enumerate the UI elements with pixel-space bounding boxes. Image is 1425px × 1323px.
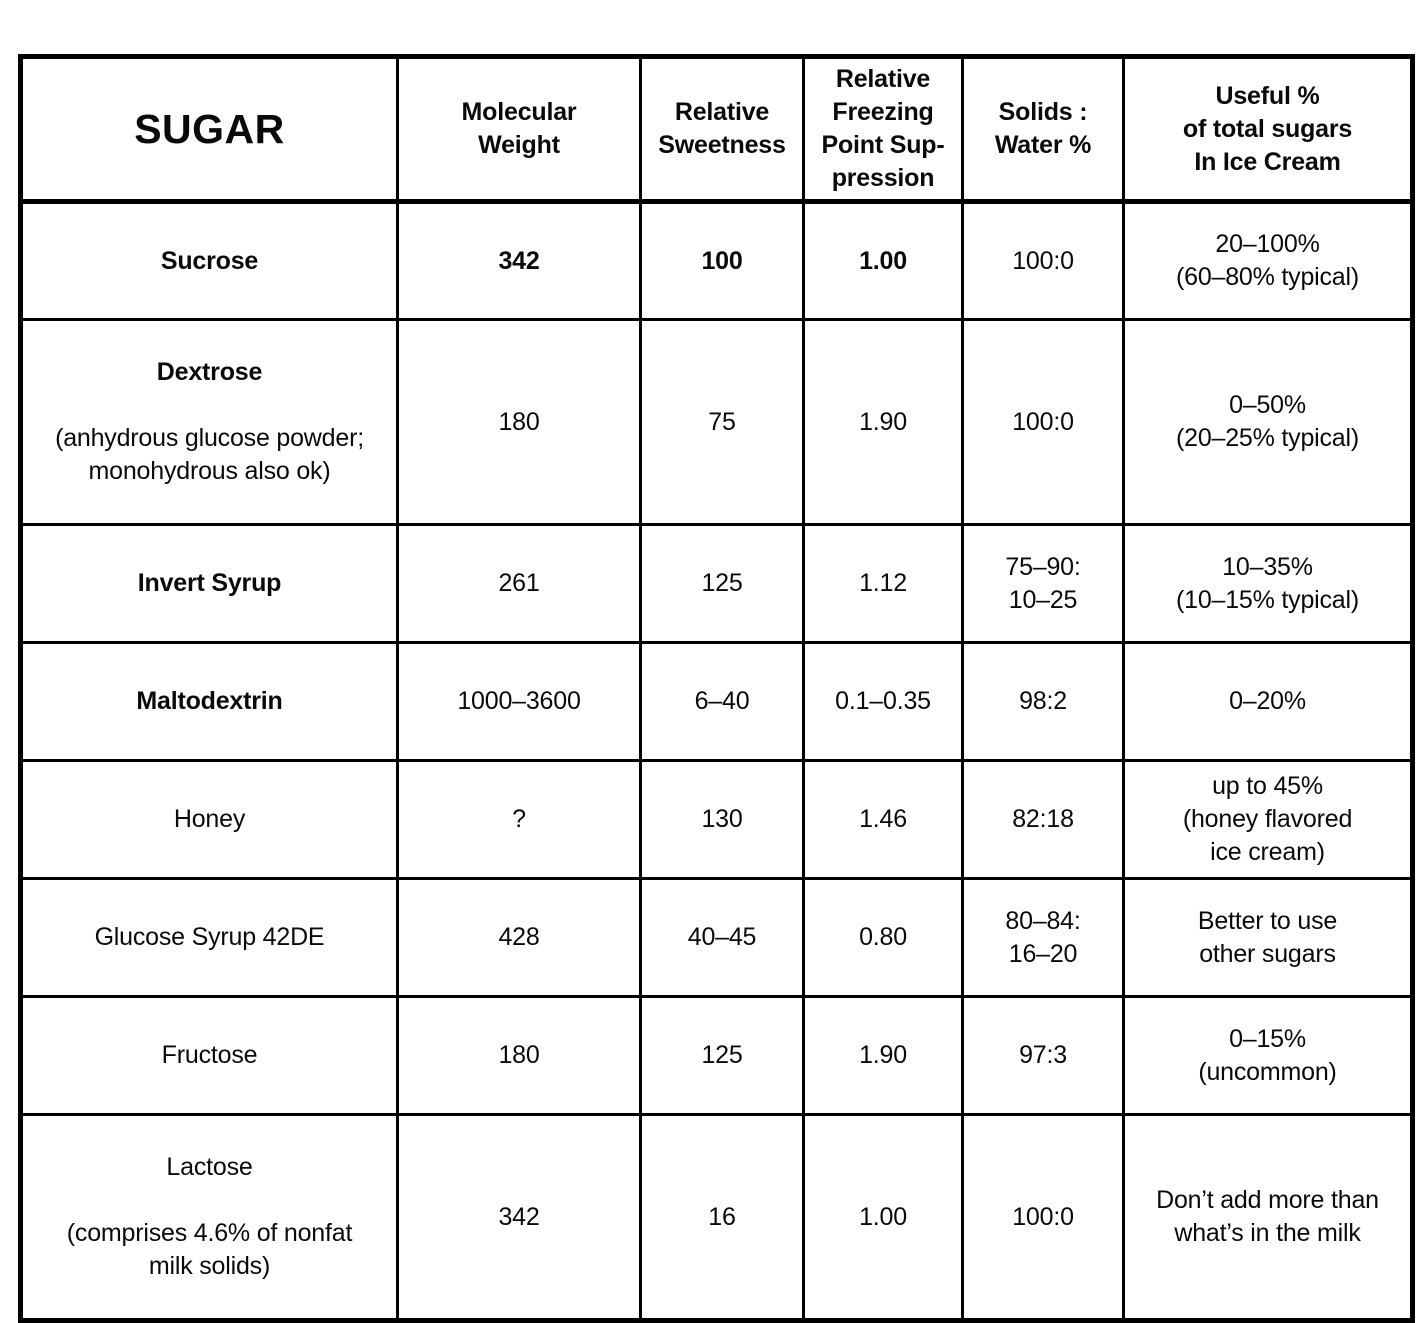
sugar-name-label: Honey — [173, 805, 246, 833]
cell-sugar-name: Maltodextrin — [19, 641, 399, 762]
cell-freezing-point: 1.00 — [802, 200, 964, 321]
sugar-name-label: Fructose — [161, 1041, 258, 1069]
header-sugar: SUGAR — [19, 55, 399, 204]
cell-relative-sweetness: 16 — [639, 1113, 805, 1322]
cell-molecular-weight: 342 — [396, 200, 642, 321]
sugar-name-label: Glucose Syrup 42DE — [94, 923, 325, 951]
sugar-properties-table-wrap: SUGAR Molecular Weight Relative Sweetnes… — [18, 54, 1415, 1323]
sugar-name-note: (anhydrous glucose powder; monohydrous a… — [55, 424, 364, 485]
cell-molecular-weight: 261 — [396, 523, 642, 644]
cell-useful-percent: Don’t add more than what’s in the milk — [1122, 1113, 1414, 1322]
sugar-name-note: (comprises 4.6% of nonfat milk solids) — [66, 1219, 353, 1280]
cell-solids-water: 98:2 — [961, 641, 1125, 762]
cell-solids-water: 82:18 — [961, 759, 1125, 880]
sugar-name-label: Dextrose — [156, 358, 263, 386]
cell-freezing-point: 1.90 — [802, 995, 964, 1116]
cell-useful-percent: up to 45% (honey flavored ice cream) — [1122, 759, 1414, 880]
cell-relative-sweetness: 100 — [639, 200, 805, 321]
table-row-honey: Honey ? 130 1.46 82:18 up to 45% (honey … — [19, 759, 1414, 880]
cell-solids-water: 80–84: 16–20 — [961, 877, 1125, 998]
header-relative-sweetness: Relative Sweetness — [639, 55, 805, 204]
cell-relative-sweetness: 6–40 — [639, 641, 805, 762]
cell-relative-sweetness: 125 — [639, 523, 805, 644]
cell-solids-water: 100:0 — [961, 1113, 1125, 1322]
sugar-properties-table: SUGAR Molecular Weight Relative Sweetnes… — [18, 54, 1415, 1323]
cell-freezing-point: 1.90 — [802, 318, 964, 526]
cell-relative-sweetness: 125 — [639, 995, 805, 1116]
cell-molecular-weight: 180 — [396, 995, 642, 1116]
table-row-dextrose: Dextrose (anhydrous glucose powder; mono… — [19, 318, 1414, 526]
cell-freezing-point: 1.12 — [802, 523, 964, 644]
cell-useful-percent: 20–100% (60–80% typical) — [1122, 200, 1414, 321]
cell-useful-percent: 0–20% — [1122, 641, 1414, 762]
cell-useful-percent: Better to use other sugars — [1122, 877, 1414, 998]
header-useful-percent: Useful % of total sugars In Ice Cream — [1122, 55, 1414, 204]
cell-molecular-weight: 342 — [396, 1113, 642, 1322]
cell-freezing-point: 0.80 — [802, 877, 964, 998]
cell-useful-percent: 0–15% (uncommon) — [1122, 995, 1414, 1116]
cell-sugar-name: Invert Syrup — [19, 523, 399, 644]
cell-sugar-name: Sucrose — [19, 200, 399, 321]
cell-relative-sweetness: 40–45 — [639, 877, 805, 998]
sugar-name-label: Invert Syrup — [137, 569, 282, 597]
table-row-invert-syrup: Invert Syrup 261 125 1.12 75–90: 10–25 1… — [19, 523, 1414, 644]
cell-freezing-point: 0.1–0.35 — [802, 641, 964, 762]
cell-sugar-name: Honey — [19, 759, 399, 880]
sugar-name-label: Sucrose — [160, 246, 259, 275]
table-row-maltodextrin: Maltodextrin 1000–3600 6–40 0.1–0.35 98:… — [19, 641, 1414, 762]
header-row: SUGAR Molecular Weight Relative Sweetnes… — [19, 55, 1414, 204]
cell-sugar-name: Dextrose (anhydrous glucose powder; mono… — [19, 318, 399, 526]
cell-useful-percent: 10–35% (10–15% typical) — [1122, 523, 1414, 644]
cell-molecular-weight: ? — [396, 759, 642, 880]
cell-molecular-weight: 1000–3600 — [396, 641, 642, 762]
sugar-name-label: Maltodextrin — [136, 687, 283, 715]
table-row-lactose: Lactose (comprises 4.6% of nonfat milk s… — [19, 1113, 1414, 1322]
cell-sugar-name: Lactose (comprises 4.6% of nonfat milk s… — [19, 1113, 399, 1322]
table-row-sucrose: Sucrose 342 100 1.00 100:0 20–100% (60–8… — [19, 200, 1414, 321]
header-molecular-weight: Molecular Weight — [396, 55, 642, 204]
cell-sugar-name: Glucose Syrup 42DE — [19, 877, 399, 998]
header-freezing-point-suppression: Relative Freezing Point Sup- pression — [802, 55, 964, 204]
sugar-name-label: Lactose — [166, 1153, 253, 1181]
cell-freezing-point: 1.00 — [802, 1113, 964, 1322]
cell-solids-water: 75–90: 10–25 — [961, 523, 1125, 644]
cell-sugar-name: Fructose — [19, 995, 399, 1116]
table-row-glucose-syrup-42de: Glucose Syrup 42DE 428 40–45 0.80 80–84:… — [19, 877, 1414, 998]
cell-molecular-weight: 428 — [396, 877, 642, 998]
cell-relative-sweetness: 130 — [639, 759, 805, 880]
header-solids-water: Solids : Water % — [961, 55, 1125, 204]
cell-freezing-point: 1.46 — [802, 759, 964, 880]
table-row-fructose: Fructose 180 125 1.90 97:3 0–15% (uncomm… — [19, 995, 1414, 1116]
cell-useful-percent: 0–50% (20–25% typical) — [1122, 318, 1414, 526]
cell-solids-water: 100:0 — [961, 200, 1125, 321]
cell-solids-water: 97:3 — [961, 995, 1125, 1116]
cell-molecular-weight: 180 — [396, 318, 642, 526]
cell-solids-water: 100:0 — [961, 318, 1125, 526]
cell-relative-sweetness: 75 — [639, 318, 805, 526]
